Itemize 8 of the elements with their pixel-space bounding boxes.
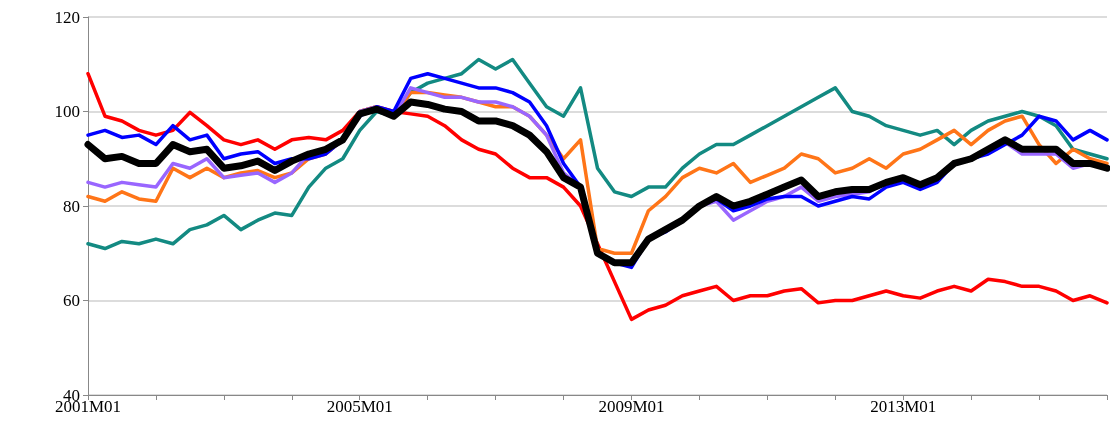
y-tick-label: 60 — [63, 291, 80, 310]
x-tick-label: 2009M01 — [598, 397, 665, 416]
line-series — [86, 57, 1109, 251]
x-tick-label: 2013M01 — [870, 397, 937, 416]
x-tick-label: 2005M01 — [326, 397, 393, 416]
y-tick-label: 100 — [54, 102, 80, 121]
y-tick-label: 120 — [54, 7, 80, 27]
y-tick-label: 80 — [63, 196, 80, 216]
